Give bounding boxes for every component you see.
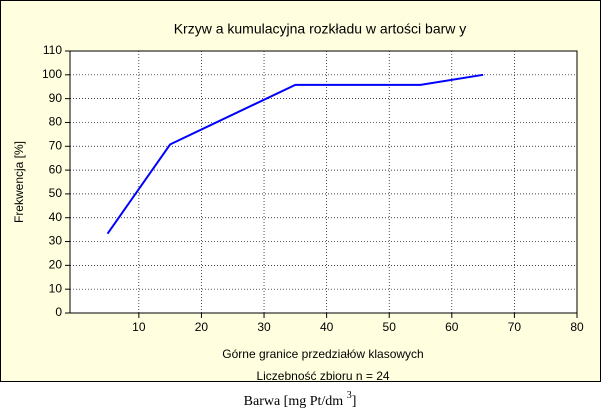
plot-area (70, 51, 577, 313)
y-tick-label: 100 (42, 67, 62, 81)
x-tick-label: 10 (132, 320, 146, 334)
y-tick-label: 30 (49, 234, 63, 248)
x-tick-label: 50 (383, 320, 397, 334)
y-tick-label: 80 (49, 115, 63, 129)
x-tick-label: 80 (570, 320, 584, 334)
y-tick-label: 10 (49, 281, 63, 295)
caption-close: ] (352, 394, 357, 409)
x-axis-label: Górne granice przedziałów klasowych (222, 347, 423, 361)
y-tick-label: 50 (49, 186, 63, 200)
note: Liczebność zbioru n = 24 (256, 369, 389, 383)
y-tick-label: 90 (49, 91, 63, 105)
x-tick-label: 70 (508, 320, 522, 334)
caption: Barwa [mg Pt/dm 3] (244, 390, 357, 409)
y-tick-label: 0 (55, 305, 62, 319)
y-tick-label: 20 (49, 258, 63, 272)
y-tick-label: 40 (49, 210, 63, 224)
x-tick-label: 30 (257, 320, 271, 334)
y-axis-label: Frekwencja [%] (12, 141, 26, 223)
caption-text: Barwa [mg Pt/dm (244, 394, 347, 409)
y-tick-label: 70 (49, 138, 63, 152)
chart-title: Krzyw a kumulacyjna rozkładu w artości b… (174, 21, 467, 37)
x-tick-label: 40 (320, 320, 334, 334)
caption-sup: 3 (347, 390, 352, 401)
x-tick-label: 20 (195, 320, 209, 334)
y-tick-label: 110 (43, 43, 62, 57)
data-line (106, 73, 484, 235)
plot-frame (69, 50, 578, 314)
x-tick-label: 60 (445, 320, 459, 334)
y-tick-label: 60 (49, 162, 63, 176)
